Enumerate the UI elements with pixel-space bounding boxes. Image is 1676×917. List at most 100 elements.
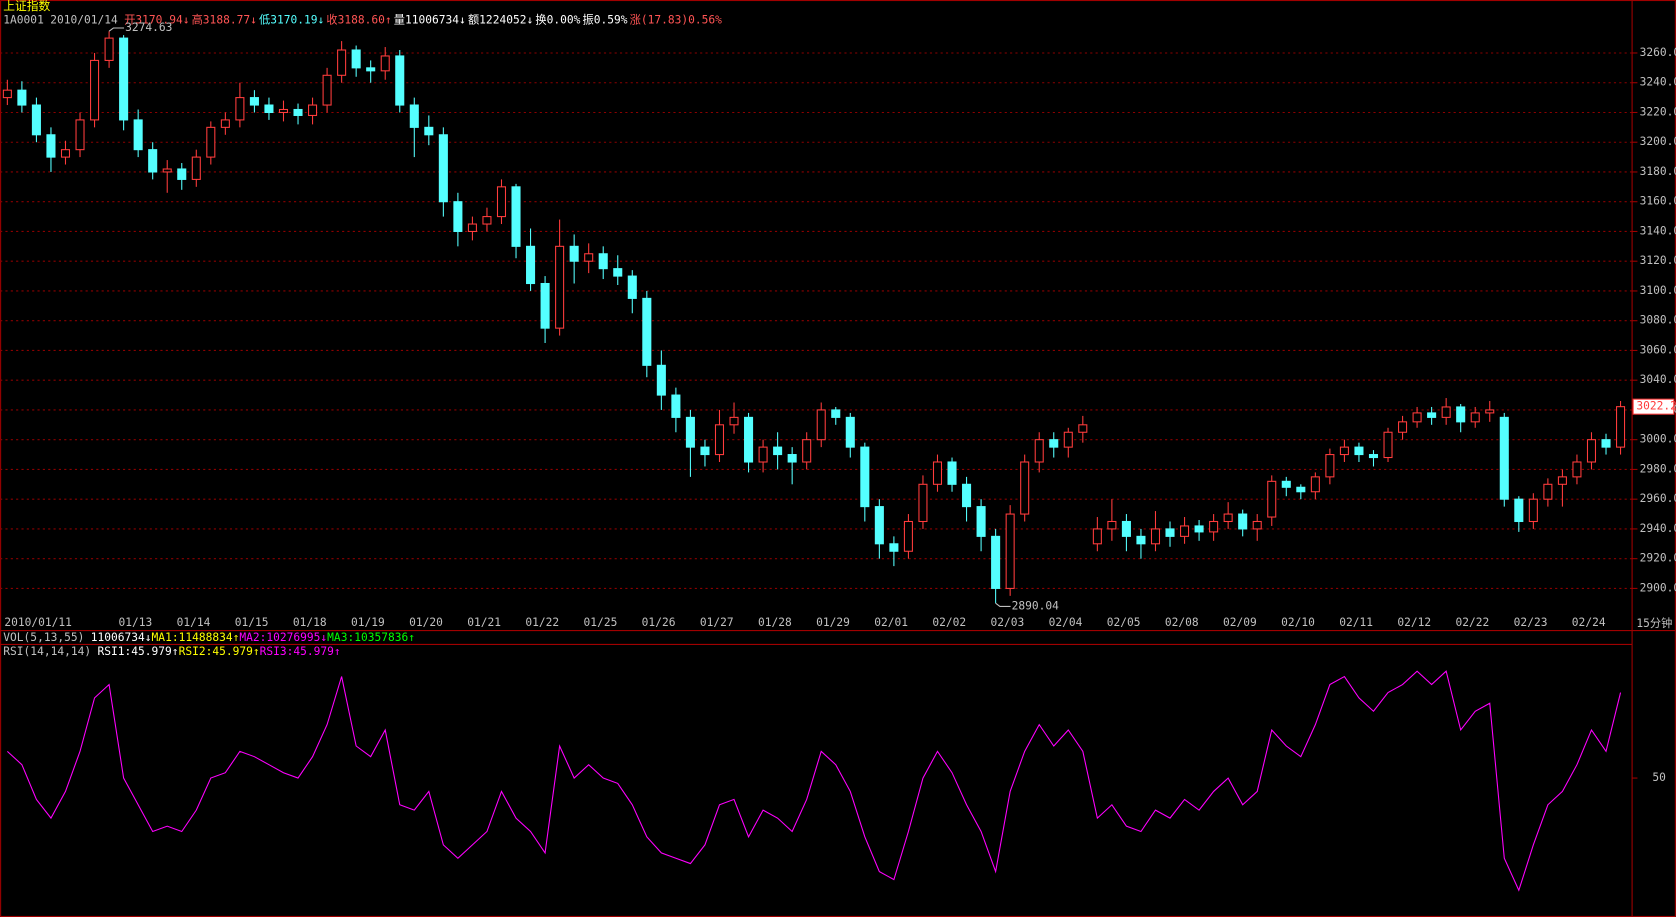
candle-body [874, 506, 884, 545]
candle-body [1209, 520, 1219, 533]
candle-body [700, 446, 710, 456]
y-tick-label: 3120.0 [1640, 254, 1676, 267]
x-tick-label: 02/24 [1572, 616, 1606, 629]
quote-code: 1A0001 [3, 13, 44, 26]
candle-body [1005, 513, 1015, 589]
last-price-box [1632, 398, 1675, 415]
candle-body [60, 149, 71, 158]
candle-body [1020, 461, 1030, 515]
candle-body [206, 126, 216, 158]
candle-body [744, 416, 754, 463]
y-tick-label: 2980.0 [1640, 462, 1676, 475]
y-tick-label: 3180.0 [1640, 165, 1676, 178]
x-tick-label: 02/04 [1049, 616, 1083, 629]
candle-body [1427, 412, 1437, 418]
y-tick-label: 3160.0 [1640, 195, 1676, 208]
max-pointer [108, 27, 125, 32]
indicator-item: RSI1:45.979↑ [98, 645, 179, 658]
max-label: 3274.63 [125, 21, 172, 34]
indicator-item: RSI3:45.979↑ [260, 645, 341, 658]
candle-body [148, 149, 158, 173]
candle-body [46, 134, 56, 158]
x-tick-label: 01/22 [525, 616, 559, 629]
min-label: 2890.04 [1012, 599, 1060, 612]
candle-body [918, 483, 928, 523]
quote-item: 额1224052↓ [468, 13, 533, 26]
indicator-name: VOL(5,13,55) [3, 631, 84, 644]
candle-body [1572, 461, 1582, 478]
candle-body [308, 104, 318, 116]
candle-body [1267, 480, 1277, 518]
candle-body [1514, 498, 1524, 523]
x-tick-label: 01/15 [235, 616, 269, 629]
x-tick-label: 01/20 [409, 616, 443, 629]
candle-body [584, 253, 594, 262]
candle-body [685, 416, 695, 448]
x-tick-label: 01/28 [758, 616, 792, 629]
indicator-legend: VOL(5,13,55) 11006734↓MA1:11488834↑MA2:10… [3, 631, 415, 644]
min-pointer [995, 602, 1011, 607]
candle-body [380, 55, 390, 72]
x-tick-label: 01/26 [642, 616, 676, 629]
candle-body [1368, 454, 1379, 459]
candle-body [714, 424, 725, 456]
x-tick-label: 02/10 [1281, 616, 1315, 629]
quote-text: 1A0001 2010/01/14 开3170.94↓ 高3188.77↓ 低3170.… [3, 12, 722, 26]
candle-body [569, 245, 579, 262]
candle-body [1586, 439, 1597, 463]
y-tick-label: 3200.0 [1640, 135, 1676, 148]
candle-body [453, 201, 463, 232]
quote-item: 振0.59% [583, 12, 628, 26]
x-tick-label: 02/22 [1456, 616, 1490, 629]
indicator-item: MA1:11488834↑ [152, 631, 240, 644]
x-tick-label: 01/19 [351, 616, 385, 629]
candle-body [351, 49, 361, 69]
period-label: 15分钟 [1636, 616, 1672, 630]
quote-item: 开3170.94↓ [124, 13, 189, 26]
candle-body [831, 409, 841, 418]
candle-body [1238, 513, 1248, 530]
candle-body [802, 439, 812, 463]
candle-body [511, 186, 521, 247]
candle-body [1194, 525, 1204, 533]
candle-body [133, 119, 143, 151]
candle-body [1121, 520, 1131, 537]
candle-body [1354, 446, 1364, 456]
y-tick-label: 50 [1652, 771, 1666, 784]
candle-body [293, 108, 303, 116]
x-tick-label: 02/08 [1165, 616, 1199, 629]
candle-body [1412, 412, 1422, 423]
candle-body [816, 409, 826, 441]
y-tick-label: 2920.0 [1640, 552, 1676, 565]
quote-item: 换0.00% [535, 12, 580, 26]
x-tick-label: 02/01 [874, 616, 908, 629]
candle-body [1165, 528, 1175, 537]
candle-body [278, 108, 289, 114]
x-tick-label: 01/25 [584, 616, 618, 629]
candle-body [671, 394, 681, 418]
candle-body [1485, 409, 1495, 414]
candle-body [409, 104, 419, 128]
candle-body [1398, 421, 1408, 433]
candle-body [1223, 513, 1233, 523]
x-tick-label: 02/05 [1107, 616, 1141, 629]
last-price-label: 3022.2 [1636, 400, 1676, 413]
candle-body [1296, 486, 1306, 493]
candle-body [467, 223, 477, 232]
indicator-item: 11006734↓ [91, 631, 152, 644]
y-tick-label: 3220.0 [1640, 105, 1676, 118]
candle-body [1034, 439, 1044, 463]
candle-body [191, 156, 201, 180]
candle-body [119, 37, 129, 121]
candle-body [991, 535, 1001, 589]
candle-body [555, 245, 565, 329]
candle-body [962, 483, 972, 508]
x-tick-label: 02/03 [990, 616, 1024, 629]
indicator-name: RSI(14,14,14) [3, 645, 91, 658]
candle-body [2, 89, 12, 99]
candle-body [526, 245, 536, 285]
candle-body [889, 543, 899, 552]
candle-body [264, 104, 274, 114]
